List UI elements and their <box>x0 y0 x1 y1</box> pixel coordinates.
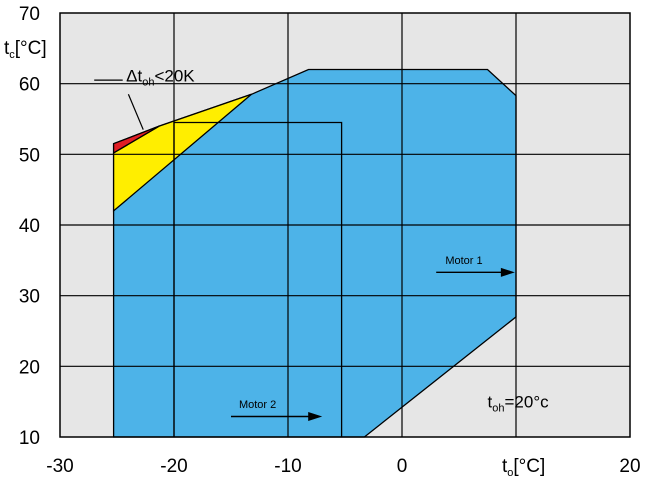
arrow-label: Motor 2 <box>239 399 276 411</box>
arrow-head <box>500 267 515 277</box>
x-tick-label: -20 <box>160 456 187 477</box>
boundary-motor_boundary <box>173 121 343 437</box>
annotation-leader <box>127 94 144 130</box>
annotation-dt: Δtoh<20K <box>126 67 195 89</box>
x-tick-label: 0 <box>397 456 408 477</box>
y-tick-label: 50 <box>19 145 40 166</box>
arrow-label: Motor 1 <box>445 255 482 267</box>
arrow-head <box>308 412 323 422</box>
y-tick-label: 10 <box>19 428 40 449</box>
y-tick-label: 20 <box>19 357 40 378</box>
x-axis-label: to[°C] <box>502 456 545 479</box>
y-tick-label: 30 <box>19 287 40 308</box>
axis-labels: tc[°C] to[°C] <box>4 38 545 479</box>
y-tick-label: 40 <box>19 216 40 237</box>
chart-regions <box>112 68 517 438</box>
axis-ticks: -30 -20 -10 0 20 10 20 30 40 50 60 70 <box>19 4 641 477</box>
motor-arrows: Motor 1 Motor 2 <box>231 255 515 422</box>
plot-frame <box>59 12 631 438</box>
region-red_zone <box>112 125 160 155</box>
annotations: Δtoh<20K toh=20°c <box>94 67 550 414</box>
x-tick-label: -30 <box>46 456 73 477</box>
chart-grid <box>60 13 630 437</box>
x-tick-label: -10 <box>274 456 301 477</box>
x-tick-label: 20 <box>619 456 640 477</box>
annotation-toh: toh=20°c <box>488 392 550 414</box>
y-axis-label: tc[°C] <box>4 38 47 61</box>
y-tick-label: 60 <box>19 75 40 96</box>
chart-boundary-lines <box>173 121 343 437</box>
y-tick-label: 70 <box>19 4 40 25</box>
